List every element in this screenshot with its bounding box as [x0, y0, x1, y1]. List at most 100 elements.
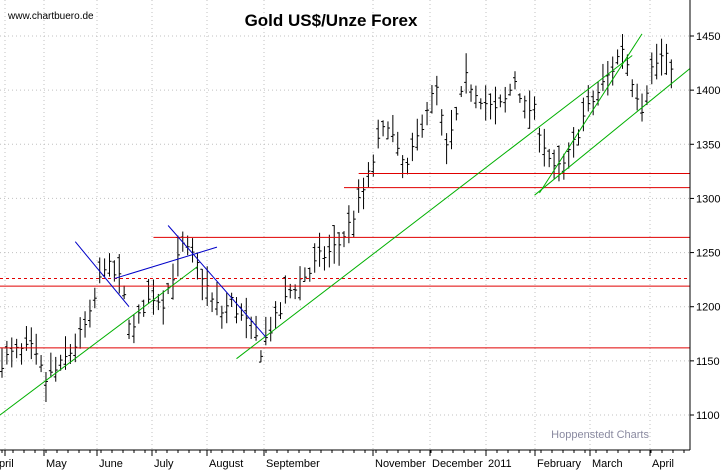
ohlc-bar: [654, 43, 659, 80]
ohlc-bar: [635, 83, 640, 111]
ohlc-bar: [356, 179, 361, 213]
x-tick-label: December: [432, 458, 483, 470]
ohlc-bar: [273, 301, 278, 329]
ohlc-bar: [327, 234, 332, 268]
ohlc-bar: [405, 157, 410, 175]
ohlc-bar: [439, 109, 444, 136]
ohlc-bar: [307, 267, 312, 282]
ohlc-bar: [410, 132, 415, 162]
ohlc-bar: [322, 246, 327, 271]
x-tick-label: June: [99, 458, 123, 470]
ohlc-bar: [498, 94, 503, 108]
ohlc-bar: [469, 84, 474, 102]
ohlc-bar: [503, 86, 508, 113]
chart-title: Gold US$/Unze Forex: [245, 11, 418, 30]
ohlc-bar: [224, 292, 229, 324]
ohlc-bar: [415, 118, 420, 151]
ohlc-bar: [131, 314, 136, 344]
ohlc-bar: [195, 252, 200, 280]
ohlc-bar: [141, 299, 146, 317]
ohlc-bar: [664, 43, 669, 75]
trend-lines: [0, 33, 691, 416]
x-tick-label: 2011: [488, 458, 512, 470]
ohlc-bar: [53, 356, 58, 382]
ohlc-bar: [547, 148, 552, 168]
ohlc-bar: [649, 52, 654, 85]
ohlc-bar: [258, 350, 263, 363]
ohlc-bar: [298, 266, 303, 301]
ohlc-bar: [371, 154, 376, 177]
x-tick-label: April: [652, 458, 674, 470]
ohlc-bar: [434, 75, 439, 106]
ohlc-bar: [0, 348, 4, 378]
ohlc-bar: [24, 326, 29, 351]
ohlc-bar: [317, 232, 322, 267]
ohlc-bar: [342, 231, 346, 248]
ohlc-bar: [552, 149, 557, 179]
ohlc-bar: [302, 267, 307, 282]
source-label: www.chartbuero.de: [7, 11, 94, 22]
y-tick-label: 1400: [696, 85, 720, 97]
ohlc-bar: [513, 71, 517, 90]
y-tick-label: 1250: [696, 248, 720, 260]
ohlc-bar: [214, 281, 219, 316]
ohlc-bar: [219, 305, 224, 329]
trend-line: [534, 68, 691, 196]
ohlc-bar: [615, 49, 620, 65]
ohlc-bar: [444, 133, 449, 165]
y-tick-label: 1450: [696, 31, 720, 43]
ohlc-bar: [234, 297, 239, 324]
ohlc-bar: [68, 344, 73, 364]
ohlc-bar: [483, 85, 488, 121]
credit-label: Hoppenstedt Charts: [551, 429, 649, 441]
ohlc-bar: [117, 254, 122, 294]
ohlc-bar: [566, 142, 571, 169]
ohlc-bar: [107, 253, 112, 277]
ohlc-bar: [239, 303, 244, 321]
ohlc-bar: [29, 327, 34, 360]
ohlc-bar: [527, 90, 532, 129]
ohlc-bar: [508, 83, 513, 96]
x-tick-label: pril: [0, 458, 14, 470]
ohlc-bar: [92, 287, 97, 309]
ohlc-bar: [161, 290, 166, 325]
ohlc-bar: [517, 93, 522, 103]
x-tick-label: March: [592, 458, 623, 470]
ohlc-bar: [488, 93, 493, 120]
ohlc-bar: [34, 333, 39, 365]
ohlc-bar: [43, 371, 48, 403]
ohlc-bar: [459, 86, 464, 98]
ohlc-bar: [14, 338, 19, 359]
x-tick-label: July: [154, 458, 174, 470]
ohlc-bar: [625, 54, 630, 76]
ohlc-bar: [171, 263, 175, 300]
trend-line: [74, 241, 130, 308]
ohlc-bar: [478, 98, 483, 110]
y-tick-label: 1350: [696, 139, 720, 151]
ohlc-bar: [87, 299, 92, 328]
ohlc-bar: [449, 109, 454, 150]
ohlc-bar: [244, 297, 249, 339]
ohlc-bar: [312, 243, 317, 273]
ohlc-bar: [229, 292, 234, 308]
ohlc-bar: [332, 225, 337, 264]
grid: [0, 0, 690, 450]
ohlc-bar: [48, 352, 53, 378]
ohlc-bar: [210, 292, 215, 313]
ohlc-bar: [425, 101, 430, 126]
trend-line: [539, 33, 643, 194]
y-tick-label: 1100: [696, 410, 720, 422]
ohlc-bar: [473, 85, 478, 109]
ohlc-bar: [268, 316, 273, 342]
ohlc-bar: [346, 205, 351, 244]
ohlc-bar: [200, 268, 205, 301]
ohlc-bar: [493, 86, 498, 125]
ohlc-bar: [278, 302, 283, 320]
ohlc-bar: [522, 95, 527, 119]
ohlc-bar: [190, 238, 195, 263]
ohlc-bar: [366, 162, 371, 188]
x-tick-label: February: [537, 458, 582, 470]
ohlc-bar: [254, 315, 259, 341]
